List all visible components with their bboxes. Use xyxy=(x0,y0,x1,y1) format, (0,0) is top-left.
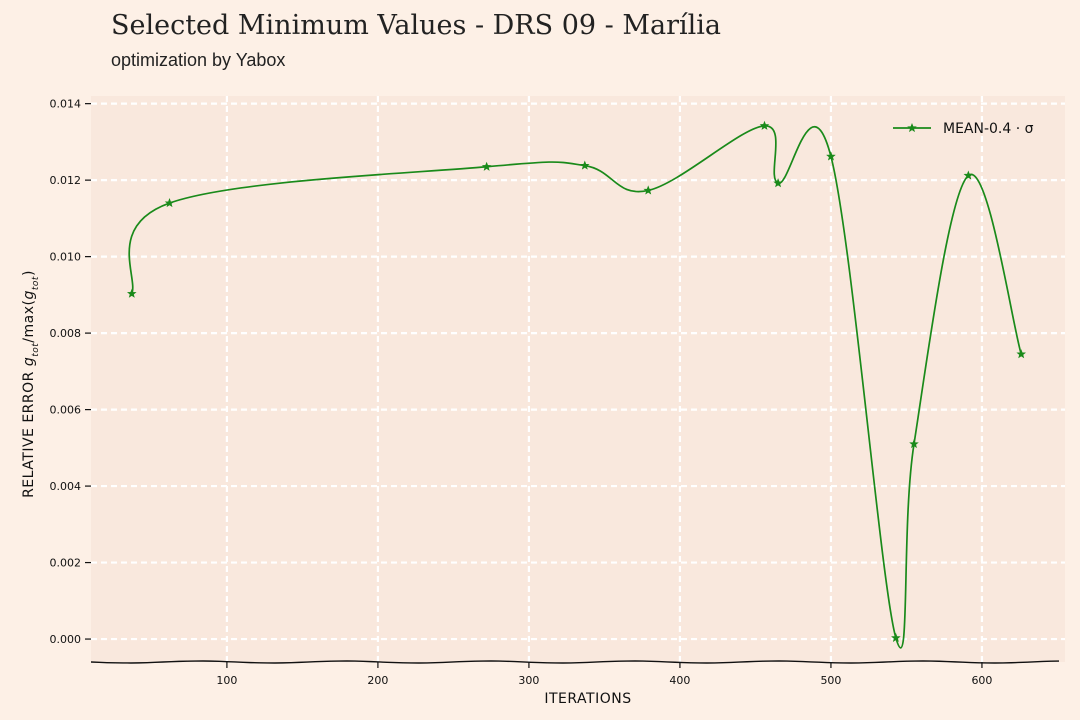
x-tick-label: 100 xyxy=(216,674,237,687)
legend-marker xyxy=(907,122,917,133)
y-tick-label: 0.004 xyxy=(50,480,82,493)
x-axis-line xyxy=(90,660,1060,664)
data-point xyxy=(1016,349,1026,359)
legend-label: MEAN-0.4 · σ xyxy=(943,121,1034,137)
series-layer xyxy=(126,120,1026,649)
x-tick-label: 200 xyxy=(367,674,388,687)
data-point xyxy=(643,185,653,195)
data-point xyxy=(126,288,137,298)
series-line xyxy=(128,124,1023,649)
data-point xyxy=(580,160,590,170)
legend: MEAN-0.4 · σ xyxy=(893,121,1034,137)
chart-subtitle: optimization by Yabox xyxy=(111,50,286,70)
plot-area xyxy=(91,96,1065,662)
y-tick-label: 0.014 xyxy=(50,98,82,111)
y-tick-label: 0.006 xyxy=(50,404,82,417)
x-tick-label: 300 xyxy=(518,674,539,687)
axes: 100 200 300 400 500 600 0.000 0.002 0.004 0.006 0.… xyxy=(50,98,1060,687)
data-point xyxy=(826,151,836,161)
data-point xyxy=(759,120,770,130)
y-tick-label: 0.000 xyxy=(50,633,82,646)
data-point xyxy=(963,170,974,180)
data-point xyxy=(481,161,492,171)
chart-title: Selected Minimum Values - DRS 09 - Maríl… xyxy=(111,10,722,41)
y-tick-label: 0.012 xyxy=(50,174,82,187)
y-axis-label: RELATIVE ERROR gtot/max(gtot) xyxy=(21,270,41,498)
x-tick-label: 600 xyxy=(971,674,992,687)
x-tick-label: 400 xyxy=(669,674,690,687)
data-point xyxy=(891,632,901,642)
x-axis-label: ITERATIONS xyxy=(544,691,631,707)
data-point xyxy=(164,198,175,208)
y-tick-label: 0.010 xyxy=(50,251,82,264)
data-point xyxy=(909,438,919,449)
data-point xyxy=(773,178,783,188)
x-tick-label: 500 xyxy=(820,674,841,687)
y-tick-label: 0.002 xyxy=(50,557,82,570)
y-tick-label: 0.008 xyxy=(50,327,82,340)
